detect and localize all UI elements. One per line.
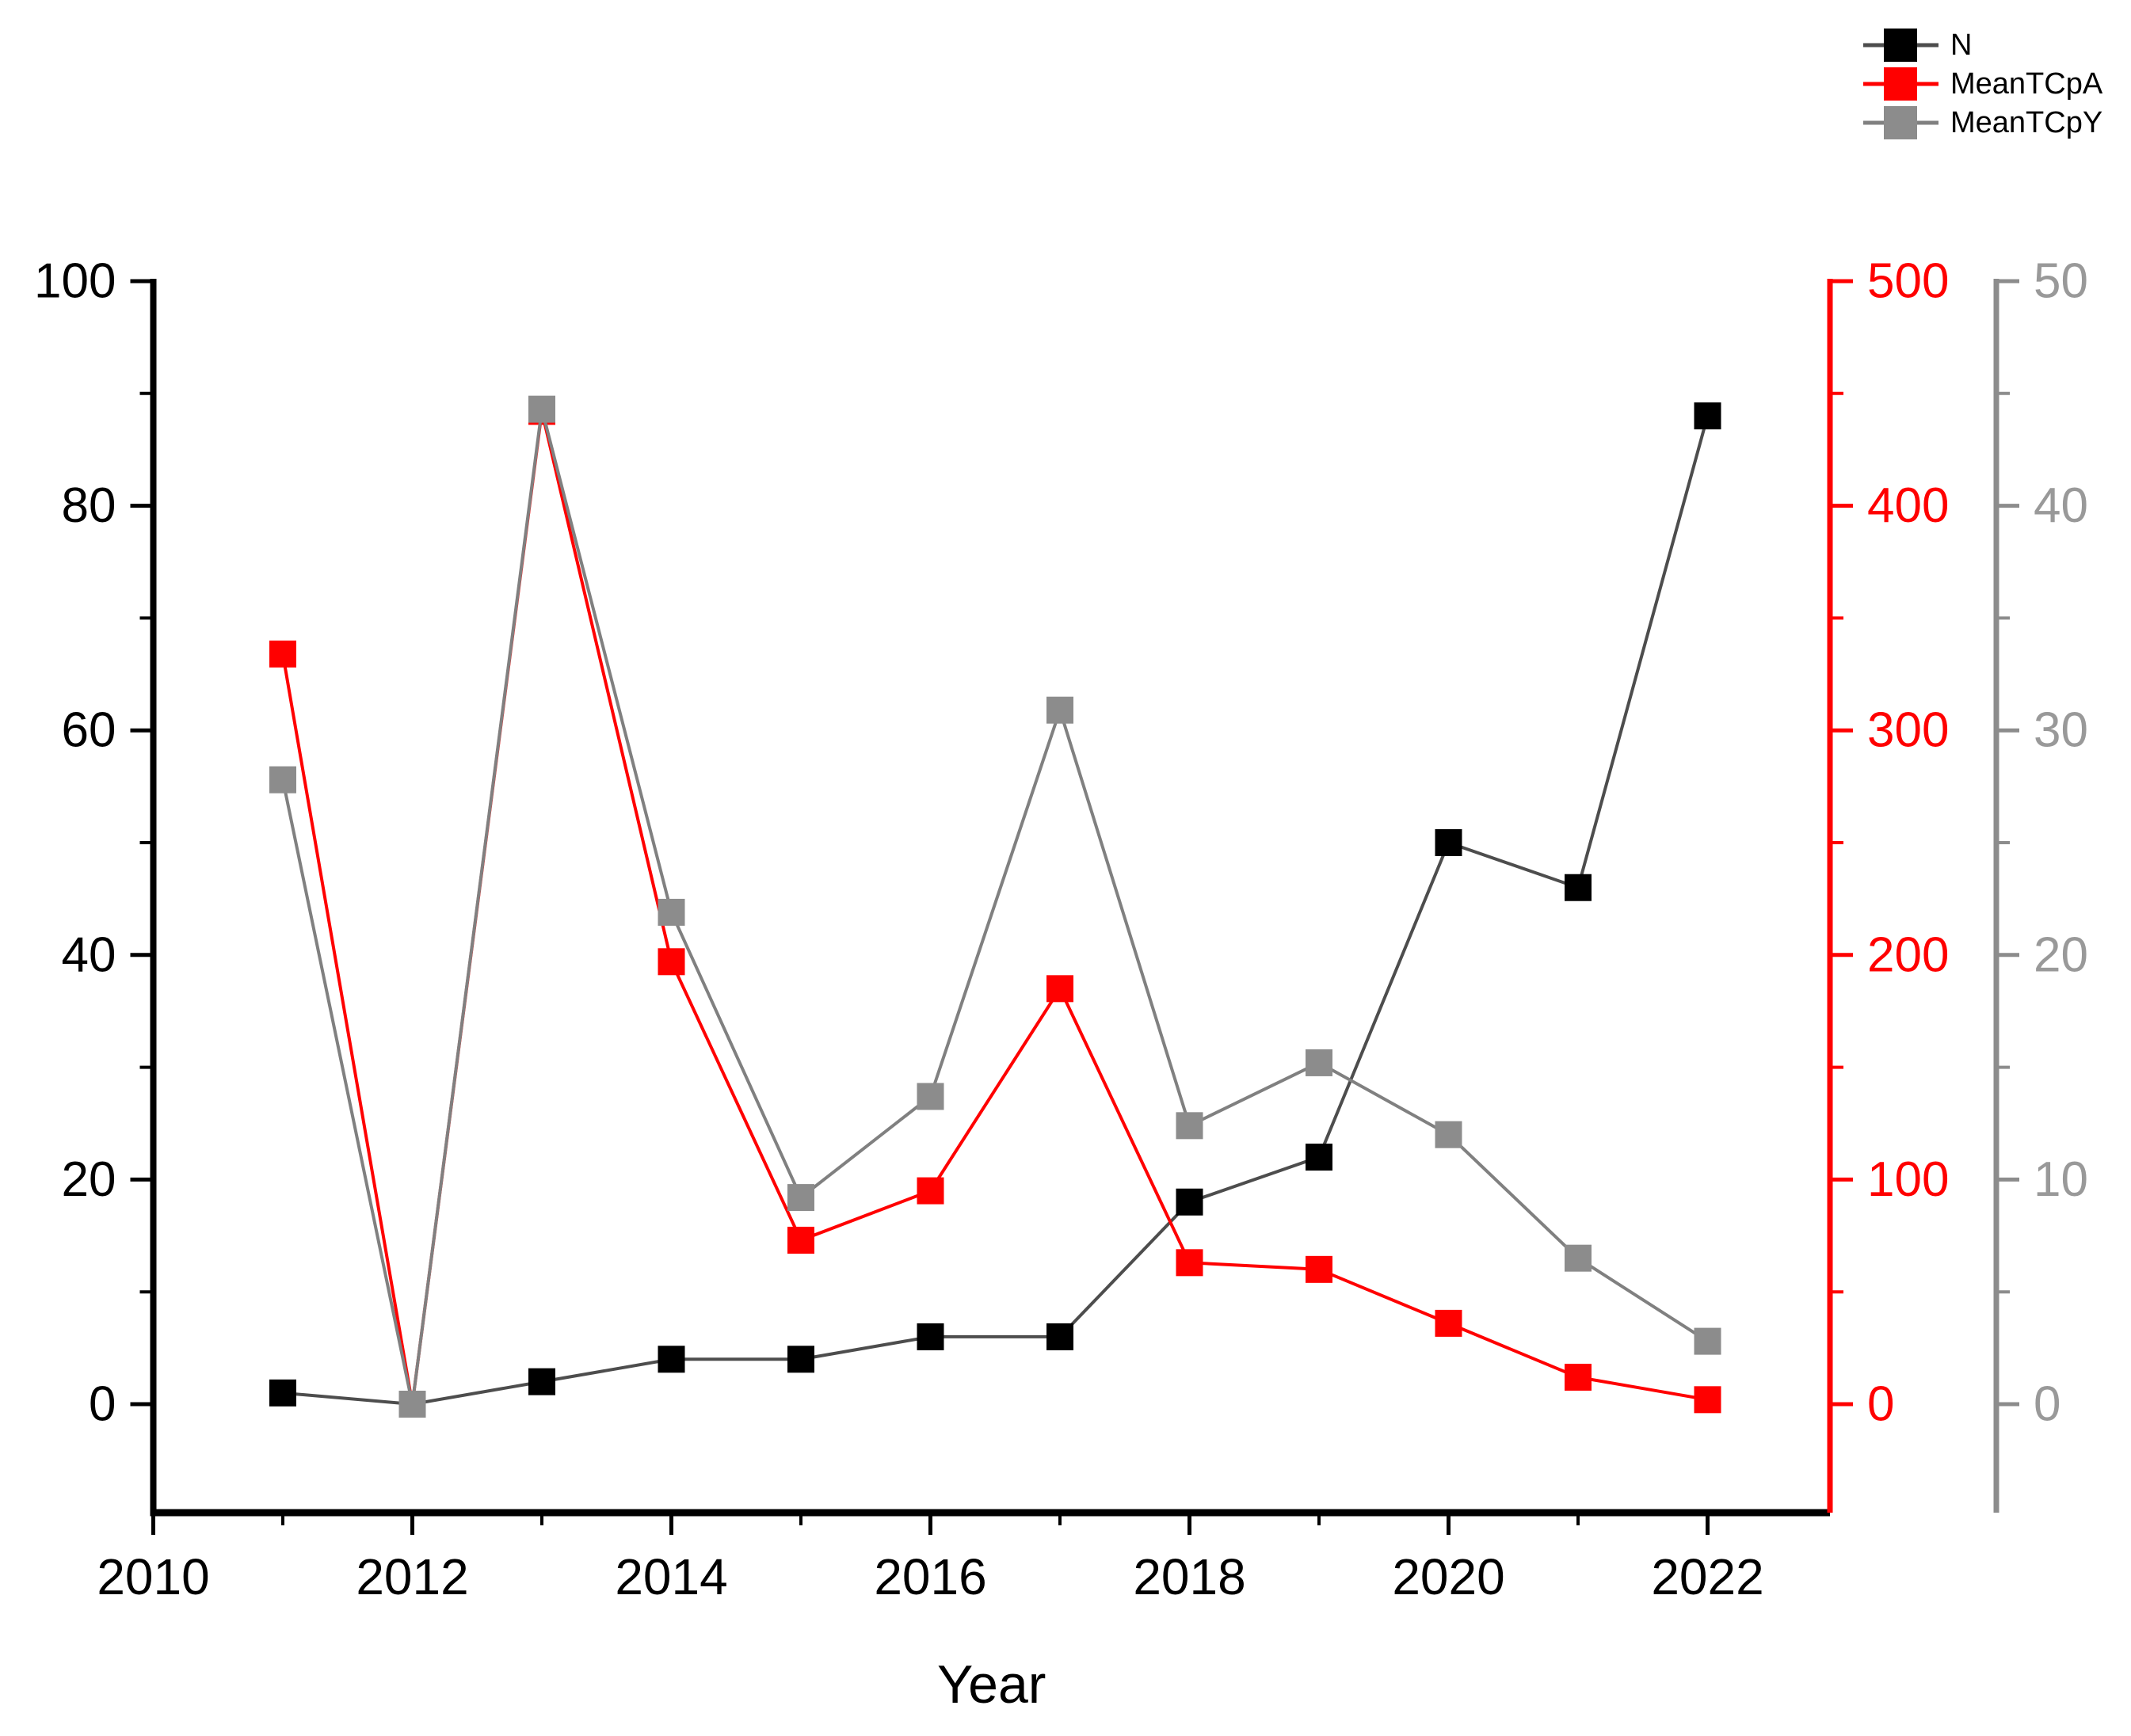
- data-point-N-2017: [1046, 1323, 1073, 1350]
- legend-entry-MeanTCpY: MeanTCpY: [1863, 106, 2102, 139]
- right-red-axis-tick-label: 500: [1867, 254, 1949, 309]
- data-point-MeanTCpA-2017: [1046, 975, 1073, 1003]
- x-axis-tick-label: 2014: [615, 1548, 727, 1605]
- right-gray-axis-tick-label: 10: [2034, 1152, 2088, 1207]
- data-point-N-2018: [1176, 1188, 1203, 1216]
- left-y-axis-tick-label: 20: [62, 1152, 116, 1207]
- right-gray-axis-tick-label: 0: [2034, 1377, 2060, 1432]
- data-point-MeanTCpY-2016: [917, 1083, 944, 1110]
- data-point-N-2020: [1435, 829, 1462, 856]
- legend-marker-MeanTCpY: [1884, 106, 1917, 139]
- left-y-axis-tick-label: 60: [62, 703, 116, 758]
- legend-label: MeanTCpA: [1950, 67, 2103, 101]
- data-point-N-2011: [269, 1379, 296, 1407]
- data-point-MeanTCpA-2022: [1694, 1386, 1721, 1414]
- data-point-MeanTCpY-2011: [269, 766, 296, 794]
- data-point-MeanTCpY-2018: [1176, 1112, 1203, 1140]
- x-axis-tick-label: 2010: [97, 1548, 209, 1605]
- data-point-MeanTCpY-2012: [398, 1391, 426, 1418]
- data-point-MeanTCpY-2020: [1435, 1121, 1462, 1148]
- right-red-axis-tick-label: 100: [1867, 1152, 1949, 1207]
- right-red-axis-tick-label: 200: [1867, 927, 1949, 982]
- data-point-MeanTCpA-2011: [269, 640, 296, 668]
- legend-marker-N: [1884, 29, 1917, 62]
- data-point-MeanTCpY-2019: [1306, 1049, 1332, 1076]
- data-point-MeanTCpA-2020: [1435, 1309, 1462, 1337]
- x-axis-tick-label: 2018: [1133, 1548, 1245, 1605]
- data-point-MeanTCpA-2019: [1306, 1255, 1332, 1283]
- x-axis-tick-label: 2012: [356, 1548, 468, 1605]
- left-y-axis-tick-label: 100: [34, 254, 116, 309]
- left-y-axis-tick-label: 0: [89, 1377, 116, 1432]
- data-point-MeanTCpA-2018: [1176, 1249, 1203, 1277]
- right-gray-axis-tick-label: 40: [2034, 478, 2088, 533]
- data-point-MeanTCpY-2015: [787, 1184, 814, 1212]
- data-point-MeanTCpA-2021: [1565, 1363, 1592, 1391]
- right-red-axis-tick-label: 300: [1867, 703, 1949, 758]
- data-point-MeanTCpY-2014: [658, 898, 685, 926]
- legend-marker-MeanTCpA: [1884, 67, 1917, 101]
- right-gray-axis-tick-label: 30: [2034, 703, 2088, 758]
- right-red-axis-tick-label: 400: [1867, 478, 1949, 533]
- data-point-N-2019: [1306, 1144, 1332, 1171]
- left-y-axis-tick-label: 40: [62, 927, 116, 982]
- legend-label: MeanTCpY: [1950, 106, 2102, 139]
- data-point-MeanTCpA-2014: [658, 948, 685, 976]
- series-line-MeanTCpY: [281, 409, 1709, 1405]
- data-point-MeanTCpY-2021: [1565, 1244, 1592, 1272]
- right-red-axis-tick-label: 0: [1867, 1377, 1894, 1432]
- data-point-MeanTCpA-2015: [787, 1226, 814, 1254]
- data-point-N-2013: [528, 1368, 555, 1395]
- data-point-N-2014: [658, 1346, 685, 1373]
- data-point-MeanTCpA-2016: [917, 1177, 944, 1205]
- data-point-N-2015: [787, 1346, 814, 1373]
- data-point-MeanTCpY-2017: [1046, 696, 1073, 724]
- legend-entry-MeanTCpA: MeanTCpA: [1863, 67, 2103, 101]
- legend-label: N: [1950, 29, 1972, 62]
- data-point-N-2022: [1694, 402, 1721, 430]
- series-line-N: [282, 415, 1710, 1407]
- legend-entry-N: N: [1863, 29, 1972, 62]
- data-point-N-2016: [917, 1323, 944, 1350]
- data-point-N-2021: [1565, 874, 1592, 901]
- right-gray-axis-tick-label: 20: [2034, 927, 2088, 982]
- x-axis-tick-label: 2016: [874, 1548, 986, 1605]
- x-axis-tick-label: 2020: [1392, 1548, 1504, 1605]
- left-y-axis-tick-label: 80: [62, 478, 116, 533]
- x-axis-tick-label: 2022: [1651, 1548, 1763, 1605]
- x-axis-title: Year: [937, 1654, 1046, 1715]
- data-point-MeanTCpY-2013: [528, 395, 555, 423]
- right-gray-axis-tick-label: 50: [2034, 254, 2088, 309]
- data-point-MeanTCpY-2022: [1694, 1327, 1721, 1355]
